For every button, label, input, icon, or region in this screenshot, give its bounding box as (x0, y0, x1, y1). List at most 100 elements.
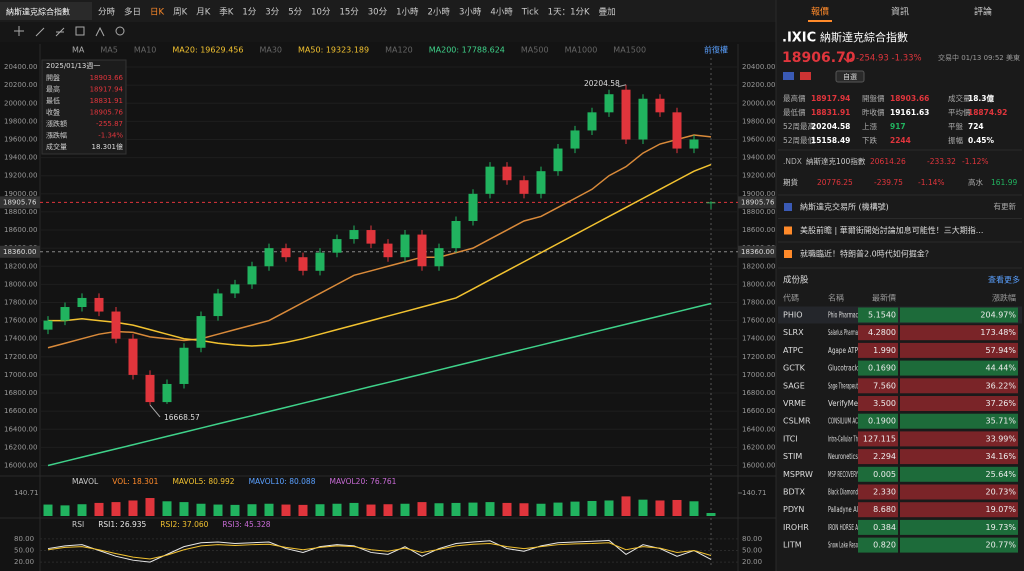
period-button[interactable]: 30分 (368, 8, 388, 18)
price-cell (858, 466, 898, 482)
candle-body (264, 248, 274, 267)
stock-change: 20.77% (985, 541, 1016, 550)
period-button[interactable]: 10分 (311, 8, 331, 18)
price-cell (858, 449, 898, 465)
y-tick-label: 18000.00 (742, 280, 775, 288)
period-button[interactable]: 1天：1分K (548, 8, 590, 18)
price-cell (858, 307, 898, 323)
flag (800, 72, 811, 80)
stock-code[interactable]: STIM (783, 452, 802, 461)
period-button[interactable]: 5分 (288, 8, 302, 18)
adjust-button[interactable]: 前復權 (704, 45, 728, 55)
period-button[interactable]: 分時 (98, 8, 116, 18)
watch-button[interactable] (835, 70, 865, 83)
quote-value: 18874.92 (968, 108, 1007, 117)
quote-label: 52周最高 (783, 121, 816, 131)
period-button[interactable]: 疊加 (599, 7, 616, 18)
stock-code[interactable]: GCTK (783, 364, 806, 373)
volume-bar (230, 504, 240, 516)
watch-label[interactable]: 自選 (843, 72, 857, 81)
period-button[interactable]: 季K (219, 7, 234, 18)
y-tick-label: 16200.00 (4, 443, 37, 451)
y-tick-label: 18200.00 (742, 262, 775, 270)
period-button[interactable]: 多日 (124, 7, 141, 18)
quote-value: 19161.63 (890, 108, 929, 117)
volume-bar (298, 504, 308, 516)
panel-tab[interactable]: 評論 (974, 6, 992, 18)
stock-code[interactable]: SLRX (783, 328, 804, 337)
futures-quote: 高水 (968, 177, 983, 187)
period-button[interactable]: Tick (521, 8, 539, 18)
y-tick-label: 16400.00 (742, 425, 775, 433)
stock-code[interactable]: VRME (783, 399, 806, 408)
stock-code[interactable]: ATPC (783, 346, 804, 355)
y-tick-label: 19000.00 (742, 190, 775, 198)
price-cell (858, 396, 898, 411)
news-item[interactable]: 美股前瞻 | 華爾街開始討論加息可能性！三大期指... (800, 225, 983, 235)
period-button[interactable]: 月K (196, 8, 211, 18)
volume-bar (213, 504, 223, 516)
stock-code[interactable]: CSLMR (783, 417, 811, 426)
quote-label: 振幅 (948, 135, 963, 145)
table-header: 漲跌幅 (992, 293, 1016, 303)
y-tick-label: 140.71 (14, 489, 39, 497)
stock-code[interactable]: IROHR (783, 523, 809, 532)
stock-code[interactable]: BDTX (783, 488, 806, 497)
candle-body (145, 374, 155, 403)
futures-quote: -1.14% (918, 178, 945, 187)
y-tick-label: 17000.00 (4, 371, 37, 379)
stock-price: 0.1900 (868, 417, 896, 426)
period-button[interactable]: 4小時 (490, 7, 513, 18)
panel-tab[interactable]: 報價 (811, 7, 829, 18)
period-button[interactable]: 1小時 (396, 7, 419, 18)
news-item[interactable]: 就職臨近！特朗普2.0時代如何掘金？ (800, 249, 933, 259)
volume-bar (281, 504, 291, 516)
y-tick-label: 16400.00 (4, 425, 37, 433)
stock-change: 25.64% (985, 470, 1016, 479)
period-button[interactable]: 1分 (242, 8, 256, 18)
y-tick-label: 17600.00 (742, 317, 775, 325)
period-button[interactable]: 3分 (265, 8, 279, 18)
stock-name: IRON HORSE A (828, 523, 858, 532)
stock-name: MSP RECOVERY (828, 470, 858, 479)
ndx-quote: 20614.26 (870, 157, 906, 166)
candle-body (77, 297, 87, 308)
stock-code[interactable]: PHIO (783, 311, 803, 320)
period-button[interactable]: 日K (150, 8, 165, 18)
period-button[interactable]: 15分 (339, 8, 359, 18)
change-cell (900, 342, 1018, 358)
stock-price: 0.820 (873, 541, 896, 550)
more-link[interactable]: 查看更多 (988, 275, 1020, 285)
news-item[interactable]: 納斯達克交易所 (機構號) (800, 202, 889, 212)
active-tab (0, 2, 92, 20)
change-cell (900, 466, 1018, 482)
candle-body (519, 180, 529, 194)
stock-code[interactable]: LITM (783, 541, 802, 550)
volume-bar (94, 502, 104, 516)
info-value: -255.87 (96, 120, 123, 128)
period-button[interactable]: 3小時 (459, 7, 482, 18)
price-cell (858, 537, 898, 553)
volume-bar (179, 502, 189, 516)
stock-code[interactable]: PDYN (783, 505, 804, 514)
stock-code[interactable]: SAGE (783, 381, 805, 390)
stock-code[interactable]: ITCI (783, 434, 798, 443)
stock-change: 37.26% (985, 399, 1016, 408)
stock-code[interactable]: MSPRW (783, 470, 813, 479)
stock-name: Intra-Cellular Th (828, 434, 858, 443)
period-button[interactable]: 2小時 (428, 7, 451, 18)
stock-name: Black Diamond (828, 488, 858, 497)
ma-line (47, 134, 712, 349)
stock-name: Palladyne AI (828, 505, 858, 514)
ma-legend: MA500 (521, 46, 549, 55)
panel-tab[interactable]: 資訊 (891, 6, 909, 18)
y-tick-label: 20400.00 (4, 63, 37, 71)
y-tick-label: 19400.00 (4, 154, 37, 162)
y-tick-label: 17000.00 (742, 371, 775, 379)
symbol-tab[interactable]: 納斯達克綜合指數 (6, 7, 70, 17)
rsi-line (47, 542, 712, 560)
volume-bar (315, 504, 325, 516)
rsi-legend: RSI2: 37.060 (160, 520, 208, 529)
period-button[interactable]: 周K (173, 8, 188, 18)
